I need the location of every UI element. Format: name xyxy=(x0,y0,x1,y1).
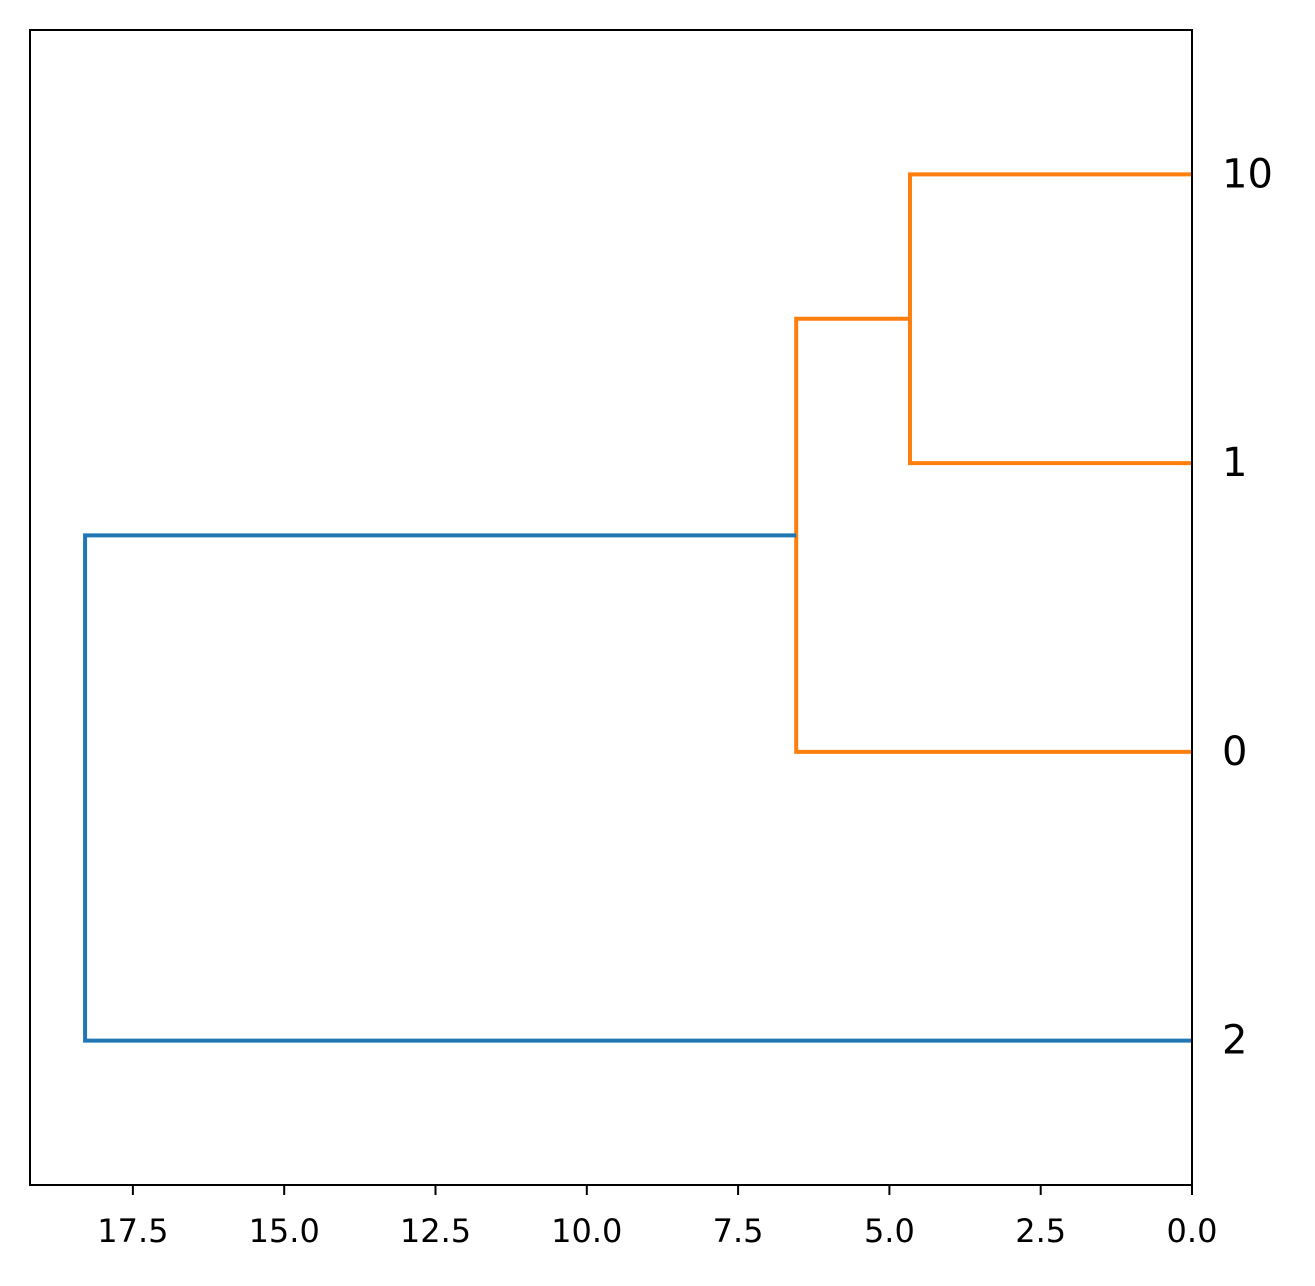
plot-frame xyxy=(29,29,1193,1186)
leaf-label: 1 xyxy=(1222,440,1247,486)
x-tick-label: 2.5 xyxy=(1015,1212,1066,1250)
link xyxy=(794,316,1192,754)
x-tick-label: 10.0 xyxy=(551,1212,622,1250)
leaf-label: 10 xyxy=(1222,151,1273,197)
x-tick-label: 15.0 xyxy=(249,1212,320,1250)
x-tick-label: 12.5 xyxy=(400,1212,471,1250)
leaf-label: 2 xyxy=(1222,1018,1247,1064)
x-tick-label: 7.5 xyxy=(713,1212,764,1250)
link xyxy=(83,533,1192,1043)
leaf-label: 0 xyxy=(1222,729,1247,775)
link xyxy=(907,172,1192,466)
x-tick-label: 5.0 xyxy=(864,1212,915,1250)
x-tick-label: 0.0 xyxy=(1167,1212,1218,1250)
x-tick-label: 17.5 xyxy=(97,1212,168,1250)
